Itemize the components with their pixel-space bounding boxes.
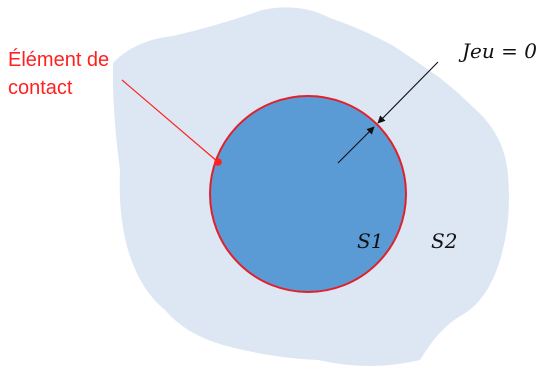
region-s2-label: S2 — [431, 229, 457, 253]
contact-element-label-line2: contact — [8, 77, 73, 99]
gap-arrow-outer — [377, 61, 439, 124]
gap-arrow-inner — [337, 126, 375, 164]
inner-disk-s1 — [209, 95, 407, 293]
contact-leader-line — [121, 79, 219, 163]
gap-label: Jeu = 0 — [458, 39, 537, 63]
contact-point-dot — [214, 158, 222, 166]
contact-element-label-line1: Élément de — [8, 48, 109, 71]
region-s1-label: S1 — [357, 229, 383, 253]
